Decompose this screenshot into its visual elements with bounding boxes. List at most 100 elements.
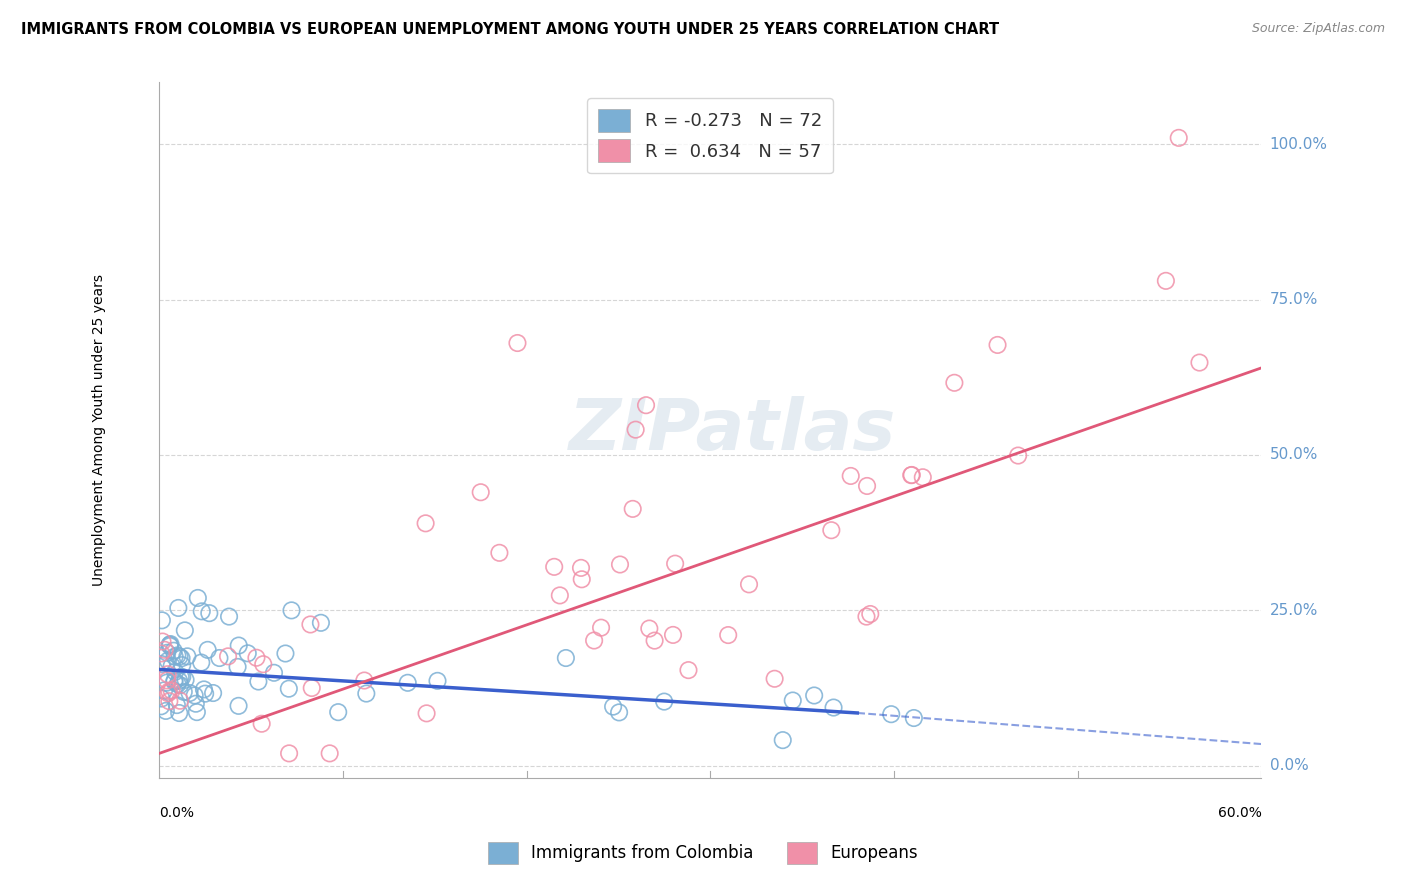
Point bbox=[153, 642, 176, 657]
Point bbox=[202, 686, 225, 700]
Legend: R = -0.273   N = 72, R =  0.634   N = 57: R = -0.273 N = 72, R = 0.634 N = 57 bbox=[588, 98, 832, 173]
Point bbox=[548, 589, 571, 603]
Text: 60.0%: 60.0% bbox=[1218, 805, 1261, 820]
Point bbox=[172, 670, 194, 684]
Point bbox=[167, 706, 190, 720]
Point bbox=[1154, 274, 1177, 288]
Text: 75.0%: 75.0% bbox=[1270, 292, 1317, 307]
Point bbox=[839, 469, 862, 483]
Point bbox=[662, 628, 685, 642]
Point bbox=[782, 693, 804, 707]
Point bbox=[263, 665, 285, 680]
Point bbox=[167, 673, 190, 688]
Point bbox=[426, 673, 449, 688]
Point bbox=[152, 634, 174, 648]
Point bbox=[543, 559, 565, 574]
Point bbox=[228, 698, 250, 713]
Point bbox=[353, 673, 375, 688]
Point bbox=[583, 633, 606, 648]
Point bbox=[638, 622, 661, 636]
Point bbox=[820, 523, 842, 537]
Point bbox=[156, 673, 179, 688]
Point bbox=[153, 683, 176, 698]
Point bbox=[415, 706, 437, 721]
Point bbox=[176, 649, 198, 664]
Point bbox=[986, 338, 1008, 352]
Point bbox=[228, 639, 250, 653]
Point bbox=[198, 606, 221, 620]
Text: 100.0%: 100.0% bbox=[1270, 136, 1327, 152]
Point bbox=[159, 639, 181, 653]
Point bbox=[218, 609, 240, 624]
Point bbox=[318, 747, 340, 761]
Point bbox=[179, 686, 201, 700]
Point bbox=[160, 683, 183, 698]
Point bbox=[624, 423, 647, 437]
Point bbox=[855, 609, 877, 624]
Point bbox=[159, 638, 181, 652]
Point bbox=[169, 678, 191, 692]
Text: 0.0%: 0.0% bbox=[1270, 758, 1309, 773]
Text: ZIPatlas: ZIPatlas bbox=[568, 395, 896, 465]
Point bbox=[252, 657, 274, 672]
Point bbox=[470, 485, 492, 500]
Point bbox=[163, 674, 186, 689]
Point bbox=[602, 699, 624, 714]
Point bbox=[356, 687, 378, 701]
Point bbox=[277, 681, 299, 696]
Point bbox=[328, 705, 350, 719]
Point bbox=[156, 675, 179, 690]
Point bbox=[506, 336, 529, 351]
Text: Unemployment Among Youth under 25 years: Unemployment Among Youth under 25 years bbox=[91, 274, 105, 586]
Point bbox=[208, 651, 231, 665]
Point bbox=[155, 704, 177, 718]
Point bbox=[150, 699, 173, 714]
Point bbox=[174, 673, 197, 687]
Point bbox=[1007, 449, 1029, 463]
Point bbox=[150, 647, 173, 661]
Text: IMMIGRANTS FROM COLOMBIA VS EUROPEAN UNEMPLOYMENT AMONG YOUTH UNDER 25 YEARS COR: IMMIGRANTS FROM COLOMBIA VS EUROPEAN UNE… bbox=[21, 22, 1000, 37]
Point bbox=[1188, 355, 1211, 369]
Point bbox=[621, 501, 644, 516]
Point bbox=[245, 650, 267, 665]
Point bbox=[803, 689, 825, 703]
Point bbox=[278, 747, 301, 761]
Text: 0.0%: 0.0% bbox=[159, 805, 194, 820]
Point bbox=[190, 656, 212, 670]
Point bbox=[183, 689, 205, 703]
Point bbox=[194, 687, 217, 701]
Point bbox=[173, 624, 195, 638]
Point bbox=[396, 675, 419, 690]
Point bbox=[169, 694, 191, 708]
Point bbox=[163, 649, 186, 664]
Point bbox=[299, 617, 322, 632]
Point bbox=[193, 682, 215, 697]
Point bbox=[163, 644, 186, 658]
Point bbox=[644, 633, 666, 648]
Text: Source: ZipAtlas.com: Source: ZipAtlas.com bbox=[1251, 22, 1385, 36]
Point bbox=[150, 657, 173, 672]
Point bbox=[157, 684, 180, 698]
Point bbox=[157, 694, 180, 708]
Text: 50.0%: 50.0% bbox=[1270, 448, 1317, 462]
Point bbox=[1167, 131, 1189, 145]
Point bbox=[159, 637, 181, 651]
Point bbox=[301, 681, 323, 695]
Point bbox=[880, 707, 903, 722]
Legend: Immigrants from Colombia, Europeans: Immigrants from Colombia, Europeans bbox=[481, 836, 925, 871]
Point bbox=[166, 677, 188, 691]
Point bbox=[823, 700, 845, 714]
Point bbox=[170, 670, 193, 684]
Point bbox=[157, 686, 180, 700]
Point bbox=[664, 557, 686, 571]
Point bbox=[856, 479, 879, 493]
Point bbox=[165, 665, 187, 679]
Point bbox=[859, 607, 882, 621]
Point bbox=[591, 621, 613, 635]
Point bbox=[150, 613, 173, 627]
Point bbox=[156, 667, 179, 681]
Point bbox=[150, 691, 173, 706]
Point bbox=[156, 646, 179, 660]
Point bbox=[226, 660, 249, 674]
Point bbox=[607, 706, 630, 720]
